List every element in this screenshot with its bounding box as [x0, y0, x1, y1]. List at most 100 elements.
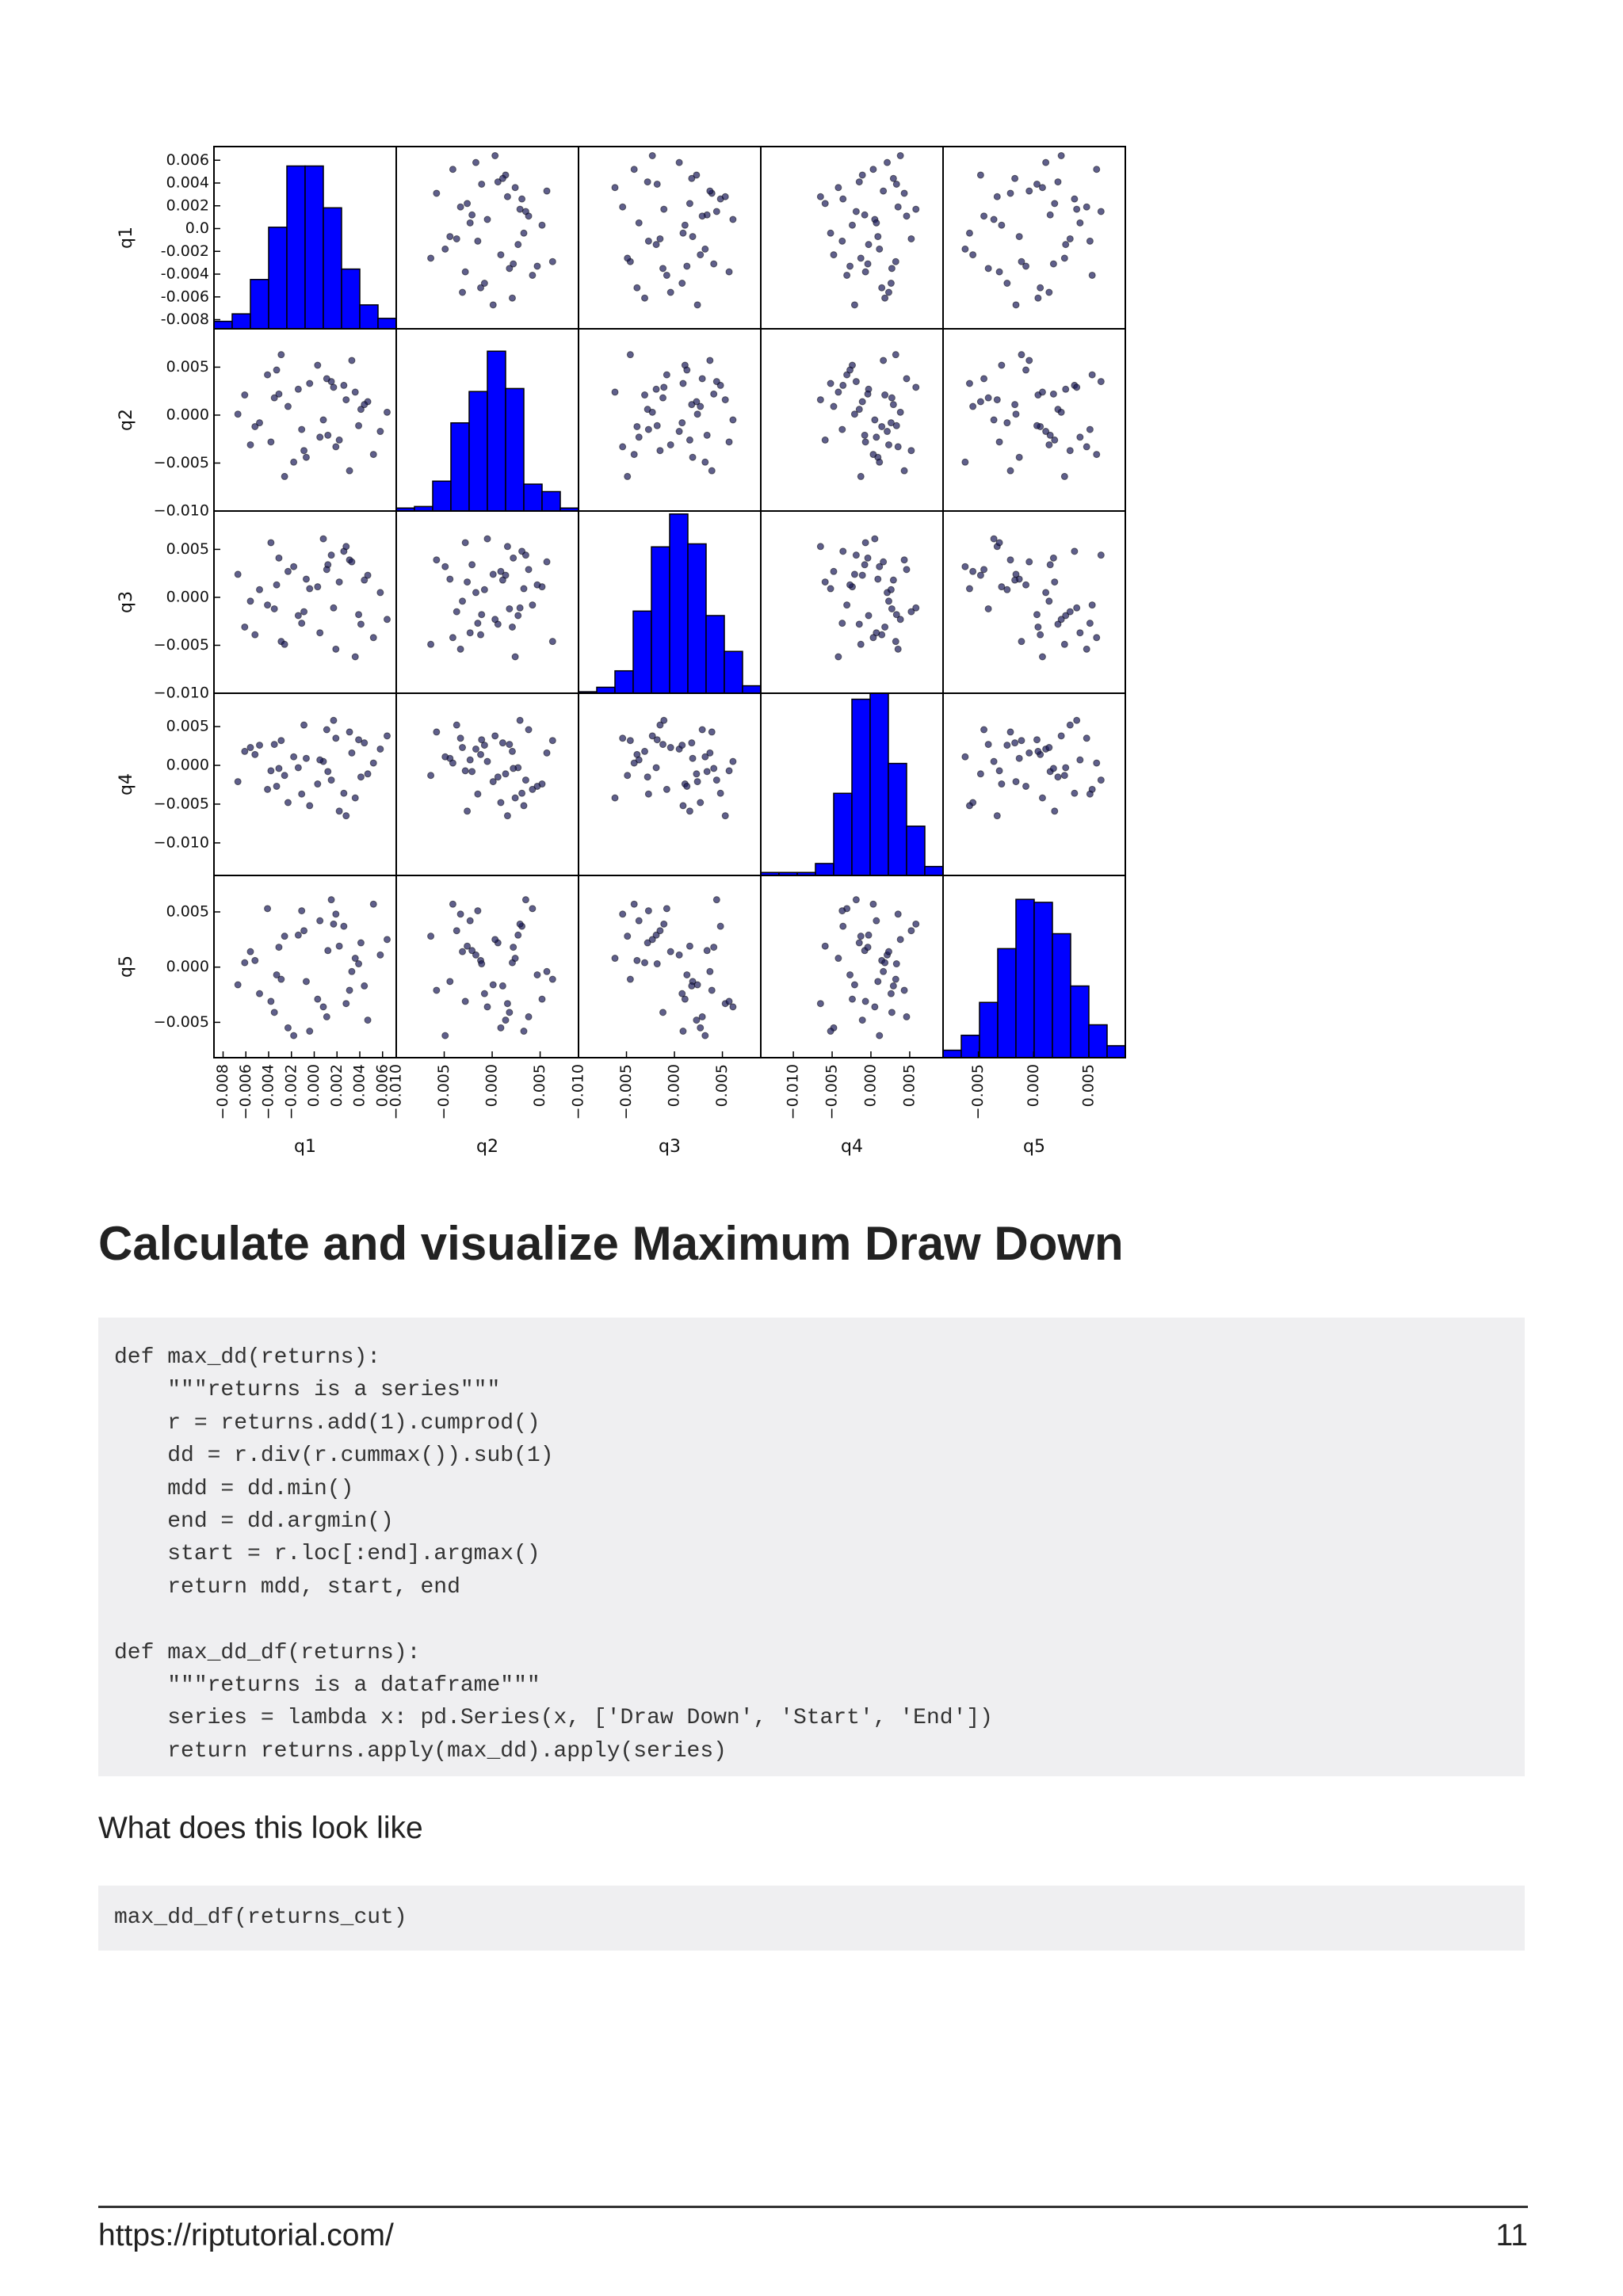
scatter-point	[708, 986, 716, 994]
scatter-point	[990, 416, 998, 424]
scatter-point	[659, 265, 667, 273]
code-group: def max_dd_df(returns): """returns is a …	[114, 1637, 1509, 1768]
scatter-point	[246, 441, 254, 448]
scatter-point	[900, 467, 908, 475]
code-line: max_dd_df(returns_cut)	[114, 1905, 407, 1930]
scatter-point	[256, 585, 263, 593]
scatter-point	[678, 742, 686, 749]
footer-rule	[98, 2206, 1528, 2208]
scatter-point	[520, 1028, 528, 1035]
scatter-point	[456, 734, 464, 742]
scatter-point	[1011, 174, 1019, 182]
scatter-point	[251, 750, 259, 758]
scatter-point	[619, 734, 627, 742]
scatter-point	[466, 629, 474, 637]
scatter-point	[270, 605, 278, 612]
scatter-point	[508, 294, 516, 302]
scatter-point	[294, 385, 302, 393]
scatter-point	[355, 960, 363, 968]
hist-bar	[286, 165, 306, 329]
scatter-point	[1038, 653, 1046, 661]
scatter-point	[1034, 294, 1042, 302]
scatter-point	[256, 419, 263, 427]
scatter-point	[861, 438, 869, 446]
scatter-point	[477, 284, 485, 292]
hist-bar	[250, 279, 269, 329]
scatter-point	[264, 371, 272, 379]
scatter-point	[316, 756, 324, 764]
y-tick-label: -0.008	[161, 311, 209, 328]
scatter-point	[323, 1013, 330, 1020]
scatter-point	[433, 986, 441, 994]
y-axis-label: q3	[116, 591, 136, 613]
scatter-point	[270, 394, 278, 402]
scatter-point	[1022, 782, 1030, 790]
scatter-point	[364, 770, 372, 778]
code-block: max_dd_df(returns_cut)	[98, 1886, 1525, 1951]
hist-bar	[833, 792, 853, 875]
scatter-point	[449, 900, 456, 908]
scatter-point	[706, 187, 714, 195]
scatter-point	[478, 611, 486, 619]
scatter-point	[1006, 728, 1014, 736]
scatter-point	[342, 1000, 350, 1008]
code-line: def max_dd(returns):	[114, 1345, 381, 1370]
scatter-point	[706, 749, 714, 757]
scatter-point	[619, 910, 627, 918]
scatter-point	[478, 960, 486, 968]
scatter-point	[725, 767, 733, 775]
panel-frame	[942, 328, 1126, 512]
scatter-point	[478, 736, 486, 744]
scatter-point	[1042, 428, 1050, 436]
scatter-point	[965, 379, 973, 387]
scatter-point	[275, 554, 283, 562]
scatter-point	[533, 782, 541, 790]
panel-frame	[942, 692, 1126, 876]
scatter-point	[1086, 425, 1094, 433]
scatter-point	[335, 436, 343, 444]
scatter-point	[1093, 634, 1101, 642]
scatter-point	[1011, 401, 1019, 409]
hist-bar	[997, 948, 1017, 1058]
scatter-point	[525, 726, 533, 734]
scatter-point	[256, 742, 263, 749]
scatter-point	[626, 975, 634, 983]
scatter-point	[516, 205, 524, 213]
scatter-point	[446, 233, 454, 241]
hist-bar	[468, 391, 488, 511]
scatter-point	[903, 1013, 911, 1020]
scatter-point	[1018, 351, 1025, 359]
hist-bar	[669, 513, 689, 693]
scatter-point	[663, 905, 670, 913]
scatter-point	[316, 629, 324, 637]
scatter-point	[896, 152, 904, 159]
scatter-point	[683, 782, 691, 790]
scatter-point	[712, 896, 720, 904]
scatter-point	[456, 203, 464, 211]
scatter-point	[468, 947, 476, 955]
hist-bar	[1070, 985, 1090, 1058]
scatter-point	[889, 982, 897, 990]
scatter-point	[896, 616, 904, 624]
scatter-point	[246, 744, 254, 752]
scatter-point	[1066, 447, 1074, 455]
scatter-point	[506, 1009, 514, 1016]
scatter-point	[497, 251, 505, 259]
scatter-point	[464, 578, 472, 586]
scatter-point	[993, 396, 1001, 404]
scatter-point	[656, 447, 664, 455]
scatter-point	[644, 790, 652, 798]
scatter-point	[721, 812, 729, 820]
panel-frame	[942, 146, 1126, 330]
scatter-point	[497, 567, 505, 575]
scatter-point	[857, 254, 865, 262]
scatter-point	[990, 535, 998, 543]
scatter-point	[548, 737, 556, 745]
y-tick-label: 0.0	[185, 219, 209, 237]
scatter-point	[708, 467, 716, 475]
scatter-point	[516, 604, 524, 612]
scatter-point	[533, 262, 541, 270]
scatter-point	[516, 920, 524, 928]
scatter-point	[474, 790, 482, 798]
scatter-point	[1049, 554, 1057, 562]
